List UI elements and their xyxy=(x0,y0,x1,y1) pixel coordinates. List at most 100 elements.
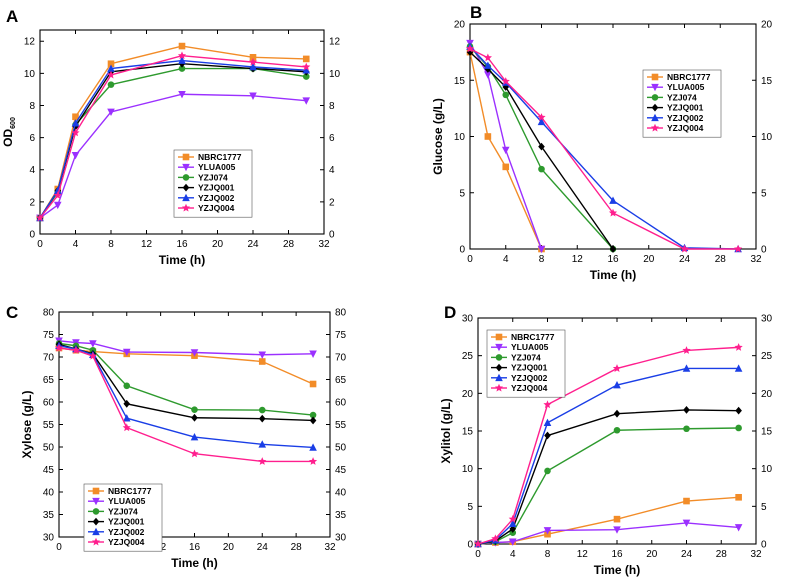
data-point xyxy=(683,497,690,505)
panel-letter: A xyxy=(6,7,18,26)
y-tick-label: 20 xyxy=(454,20,466,31)
legend-marker xyxy=(495,373,503,382)
y-tick-label: 45 xyxy=(43,465,55,476)
data-point xyxy=(609,196,617,204)
data-point xyxy=(53,186,62,194)
y-axis-label: OD600 xyxy=(1,117,17,147)
legend-label: YLUA005 xyxy=(198,162,236,172)
legend-marker xyxy=(92,487,100,495)
data-point xyxy=(484,133,492,140)
series-yzj074 xyxy=(36,65,310,222)
data-point xyxy=(309,380,317,388)
x-tick-label: 4 xyxy=(73,239,79,250)
y-tick-label: 0 xyxy=(467,540,473,551)
data-point xyxy=(613,380,621,389)
data-point xyxy=(608,208,618,217)
data-point xyxy=(734,524,743,532)
data-point xyxy=(501,146,510,155)
data-point xyxy=(178,90,186,99)
x-tick-label: 28 xyxy=(715,254,727,265)
legend-marker xyxy=(650,123,660,132)
y-tick-label-right: 25 xyxy=(761,351,773,362)
y-tick-label: 15 xyxy=(462,427,474,438)
data-point xyxy=(484,71,492,79)
data-point xyxy=(680,244,689,253)
x-tick-label: 28 xyxy=(283,239,295,250)
legend-marker xyxy=(495,354,503,361)
series-yzjq002 xyxy=(36,56,311,222)
y-tick-label-right: 80 xyxy=(335,308,347,319)
legend-label: NBRC1777 xyxy=(667,72,711,82)
legend-label: YZJQ004 xyxy=(511,383,548,393)
y-tick-label: 75 xyxy=(43,330,55,341)
x-tick-label: 28 xyxy=(716,549,728,560)
x-tick-label: 20 xyxy=(223,542,235,553)
y-axis-label: Glucose (g/L) xyxy=(431,98,445,175)
data-point xyxy=(302,66,311,74)
y-tick-label-right: 5 xyxy=(761,188,767,199)
y-tick-label-right: 75 xyxy=(335,330,347,341)
data-point xyxy=(107,81,115,88)
y-tick-label: 5 xyxy=(467,502,473,513)
y-tick-label-right: 5 xyxy=(761,502,767,513)
x-tick-label: 28 xyxy=(291,542,303,553)
data-point xyxy=(71,128,80,137)
data-point xyxy=(249,92,257,100)
series-ylua005 xyxy=(36,90,311,223)
data-point xyxy=(309,416,317,425)
data-point xyxy=(538,142,545,151)
y-tick-label: 10 xyxy=(454,132,466,143)
data-point xyxy=(735,493,742,501)
data-point xyxy=(484,61,492,69)
data-point xyxy=(302,62,311,71)
y-tick-label-right: 50 xyxy=(335,443,347,454)
y-axis-label: Xylitol (g/L) xyxy=(439,398,453,463)
y-tick-label-right: 2 xyxy=(329,197,335,208)
legend: NBRC1777YLUA005YZJ074YZJQ001YZJQ002YZJQ0… xyxy=(642,69,722,138)
data-point xyxy=(609,245,617,253)
legend-marker xyxy=(495,333,503,341)
data-point xyxy=(302,55,310,63)
y-tick-label: 12 xyxy=(24,37,36,48)
y-tick-label: 30 xyxy=(462,314,474,325)
series-line xyxy=(469,51,614,250)
data-point xyxy=(508,538,517,546)
y-tick-label: 80 xyxy=(43,308,55,319)
y-tick-label-right: 30 xyxy=(761,314,773,325)
data-point xyxy=(537,245,546,254)
data-point xyxy=(682,519,691,528)
data-point xyxy=(123,382,131,390)
data-point xyxy=(309,411,317,419)
y-tick-label-right: 30 xyxy=(335,533,347,544)
legend-label: YZJ074 xyxy=(198,172,228,182)
x-tick-label: 24 xyxy=(679,254,691,265)
legend-label: YZJQ004 xyxy=(667,123,704,133)
legend-label: YZJQ001 xyxy=(108,517,145,527)
y-tick-label: 8 xyxy=(29,101,35,112)
x-tick-label: 32 xyxy=(318,239,330,250)
y-tick-label: 0 xyxy=(29,230,35,241)
data-point xyxy=(122,348,131,357)
data-point xyxy=(71,345,81,354)
data-point xyxy=(309,443,317,451)
series-yzjq004 xyxy=(473,343,743,548)
series-line xyxy=(39,67,307,219)
x-tick-label: 32 xyxy=(324,542,336,553)
x-tick-label: 20 xyxy=(643,254,655,265)
data-point xyxy=(683,425,690,433)
data-point xyxy=(613,526,621,534)
data-point xyxy=(178,42,186,50)
y-tick-label: 40 xyxy=(43,488,55,499)
data-point xyxy=(537,117,546,126)
legend: NBRC1777YLUA005YZJ074YZJQ001YZJQ002YZJQ0… xyxy=(83,483,163,552)
x-tick-label: 4 xyxy=(510,549,516,560)
y-tick-label-right: 35 xyxy=(335,510,347,521)
legend-label: YZJQ004 xyxy=(198,203,235,213)
legend-box xyxy=(173,149,253,218)
x-tick-label: 12 xyxy=(141,239,153,250)
data-point xyxy=(53,201,62,210)
data-point xyxy=(302,97,311,105)
y-tick-label-right: 10 xyxy=(761,464,773,475)
data-point xyxy=(537,113,546,121)
data-point xyxy=(107,108,115,117)
